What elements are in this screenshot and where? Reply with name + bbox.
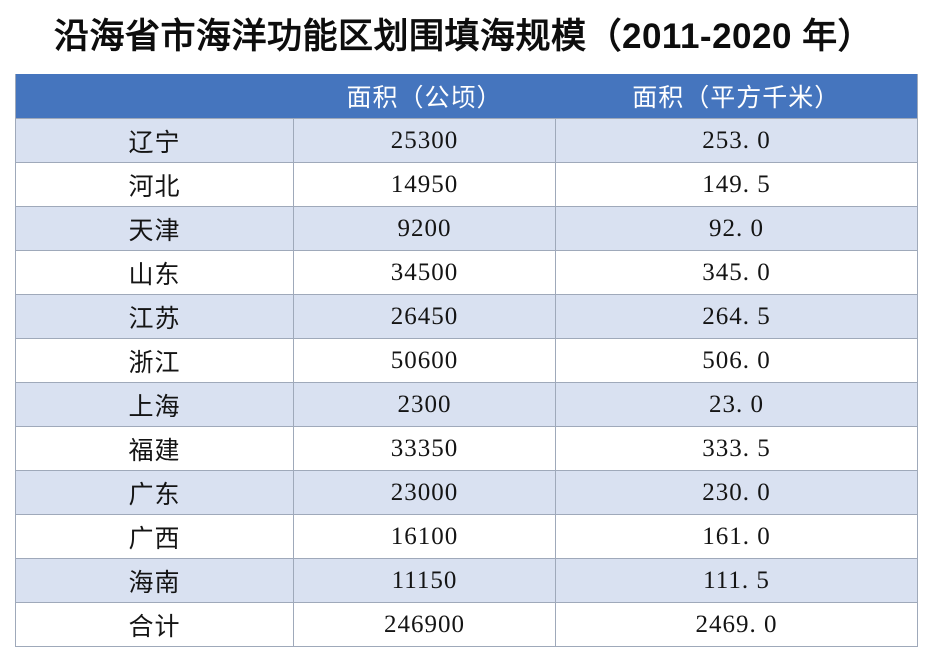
- region-cell: 辽宁: [15, 118, 294, 163]
- table-row-fujian: 福建 33350 333. 5: [15, 426, 918, 471]
- table-row-shandong: 山东 34500 345. 0: [15, 250, 918, 295]
- table-row-hainan: 海南 11150 111. 5: [15, 558, 918, 603]
- table-row-liaoning: 辽宁 25300 253. 0: [15, 118, 918, 163]
- column-header-area-hectares: 面积（公顷）: [293, 74, 556, 119]
- sqkm-cell: 264. 5: [555, 294, 918, 339]
- hectares-cell: 246900: [293, 602, 556, 647]
- sqkm-cell: 149. 5: [555, 162, 918, 207]
- hectares-cell: 9200: [293, 206, 556, 251]
- sqkm-cell: 345. 0: [555, 250, 918, 295]
- column-header-region: [15, 74, 294, 119]
- column-header-area-sqkm: 面积（平方千米）: [555, 74, 918, 119]
- sqkm-cell: 92. 0: [555, 206, 918, 251]
- header-row: 面积（公顷） 面积（平方千米）: [15, 74, 918, 119]
- page-title: 沿海省市海洋功能区划围填海规模（2011-2020 年）: [54, 17, 874, 56]
- sqkm-cell: 253. 0: [555, 118, 918, 163]
- region-cell: 合计: [15, 602, 294, 647]
- table-row-total: 合计 246900 2469. 0: [15, 602, 918, 647]
- hectares-cell: 50600: [293, 338, 556, 383]
- sqkm-cell: 23. 0: [555, 382, 918, 427]
- region-cell: 河北: [15, 162, 294, 207]
- sqkm-cell: 111. 5: [555, 558, 918, 603]
- table-row-guangdong: 广东 23000 230. 0: [15, 470, 918, 515]
- hectares-cell: 33350: [293, 426, 556, 471]
- table-row-zhejiang: 浙江 50600 506. 0: [15, 338, 918, 383]
- hectares-cell: 23000: [293, 470, 556, 515]
- hectares-cell: 14950: [293, 162, 556, 207]
- sqkm-cell: 333. 5: [555, 426, 918, 471]
- table-row-jiangsu: 江苏 26450 264. 5: [15, 294, 918, 339]
- hectares-cell: 26450: [293, 294, 556, 339]
- table-row-tianjin: 天津 9200 92. 0: [15, 206, 918, 251]
- table-row-guangxi: 广西 16100 161. 0: [15, 514, 918, 559]
- table-row-hebei: 河北 14950 149. 5: [15, 162, 918, 207]
- hectares-cell: 11150: [293, 558, 556, 603]
- region-cell: 天津: [15, 206, 294, 251]
- sqkm-cell: 161. 0: [555, 514, 918, 559]
- region-cell: 上海: [15, 382, 294, 427]
- hectares-cell: 34500: [293, 250, 556, 295]
- hectares-cell: 2300: [293, 382, 556, 427]
- sqkm-cell: 506. 0: [555, 338, 918, 383]
- region-cell: 江苏: [15, 294, 294, 339]
- region-cell: 广东: [15, 470, 294, 515]
- region-cell: 广西: [15, 514, 294, 559]
- sqkm-cell: 2469. 0: [555, 602, 918, 647]
- hectares-cell: 16100: [293, 514, 556, 559]
- region-cell: 海南: [15, 558, 294, 603]
- region-cell: 山东: [15, 250, 294, 295]
- reclamation-data-table: 面积（公顷） 面积（平方千米） 辽宁 25300 253. 0 河北 14950…: [15, 74, 918, 647]
- region-cell: 浙江: [15, 338, 294, 383]
- sqkm-cell: 230. 0: [555, 470, 918, 515]
- region-cell: 福建: [15, 426, 294, 471]
- reclamation-table-container: 面积（公顷） 面积（平方千米） 辽宁 25300 253. 0 河北 14950…: [15, 74, 918, 647]
- hectares-cell: 25300: [293, 118, 556, 163]
- table-row-shanghai: 上海 2300 23. 0: [15, 382, 918, 427]
